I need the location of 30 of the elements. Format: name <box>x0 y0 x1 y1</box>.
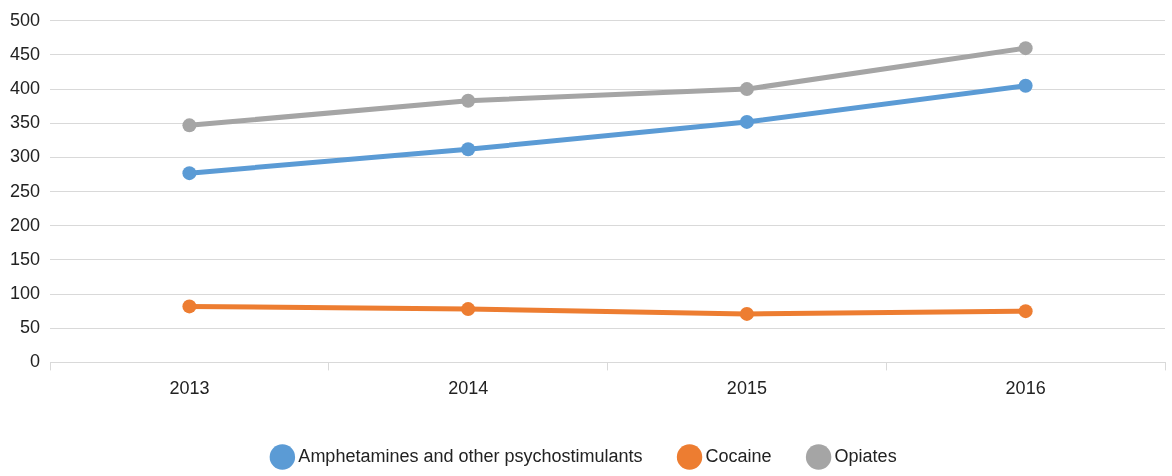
y-tick-label: 450 <box>9 43 41 64</box>
legend-label: Amphetamines and other psychostimulants <box>298 445 643 466</box>
point <box>1018 78 1033 93</box>
y-tick-label: 200 <box>9 214 41 235</box>
y-tick-label: 500 <box>9 9 41 30</box>
legend-label: Cocaine <box>705 445 772 466</box>
point <box>739 82 754 97</box>
y-tick-label: 150 <box>9 248 41 269</box>
y-tick-label: 250 <box>9 180 41 201</box>
point <box>182 166 197 181</box>
point <box>182 299 197 314</box>
y-tick-label: 400 <box>9 78 41 99</box>
point <box>461 93 476 108</box>
x-tick-label: 2016 <box>1005 378 1046 399</box>
x-tick-label: 2013 <box>169 378 210 399</box>
y-tick-label: 50 <box>20 317 41 338</box>
y-tick-label: 100 <box>9 283 41 304</box>
point <box>182 118 197 133</box>
x-tick-label: 2015 <box>726 378 767 399</box>
point <box>1018 304 1033 319</box>
x-tick-label: 2014 <box>448 378 489 399</box>
point <box>461 302 476 317</box>
point <box>739 306 754 321</box>
legend-label: Opiates <box>834 445 897 466</box>
point <box>461 142 476 157</box>
point <box>739 114 754 129</box>
y-tick-label: 300 <box>9 146 41 167</box>
y-tick-label: 350 <box>9 112 41 133</box>
y-tick-label: 0 <box>30 351 41 372</box>
point <box>1018 41 1033 56</box>
